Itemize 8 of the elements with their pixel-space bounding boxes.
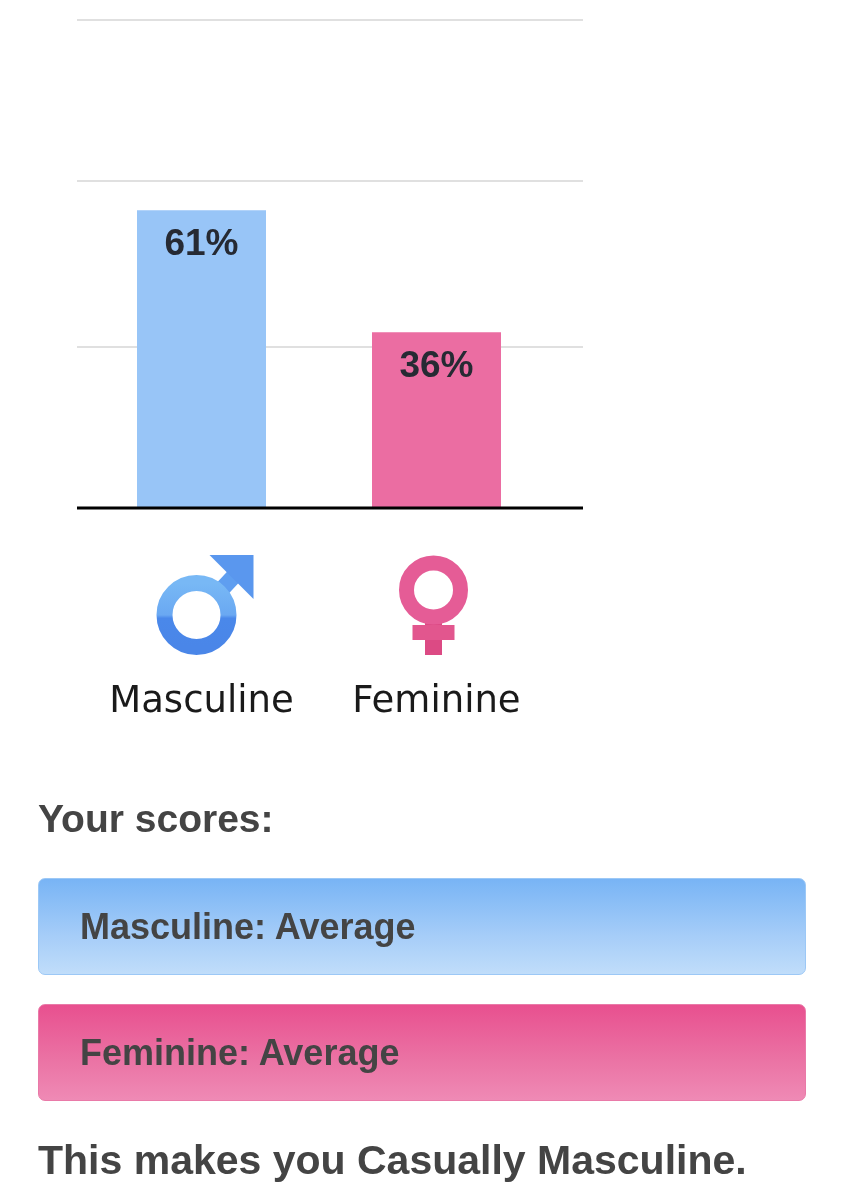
data-label: 36% — [399, 343, 474, 385]
x-tick-label: Masculine — [109, 678, 294, 721]
score-panel: Feminine: Average — [38, 1004, 806, 1101]
text: Your scores: — [38, 797, 274, 840]
data-label: 61% — [164, 221, 239, 263]
text: This makes you Casually Masculine. — [38, 1137, 747, 1183]
x-tick-label: Feminine — [352, 678, 521, 721]
score-panel: Masculine: Average — [38, 878, 806, 975]
